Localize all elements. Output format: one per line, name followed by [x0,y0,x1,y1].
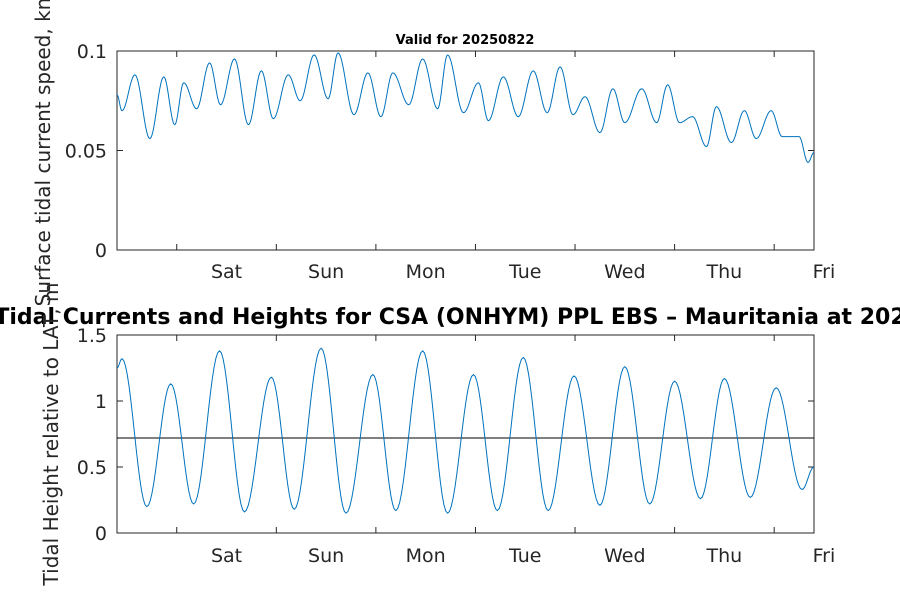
height-y-tick-label: 1 [95,391,107,413]
height-y-tick-label: 0.5 [77,457,107,479]
main-title: Tidal Currents and Heights for CSA (ONHY… [0,305,900,330]
height-x-tick-label: Wed [604,545,645,567]
speed-y-tick-label: 0.1 [77,41,107,63]
speed-x-tick-label: Fri [813,261,836,283]
height-x-tick-label: Sat [211,545,242,567]
height-x-tick-label: Fri [813,545,836,567]
speed-chart-title: Valid for 20250822 [396,33,535,48]
speed-y-axis: 0 0.05 0.1 [65,41,814,262]
height-x-axis: Sat Sun Mon Tue Wed Thu Fri [176,335,836,567]
height-series-line [116,347,815,514]
speed-x-tick-label: Mon [406,261,446,283]
speed-chart: Valid for 20250822 Sat Sun Mon Tue Wed Thu Fri… [65,33,836,283]
speed-x-tick-label: Thu [706,261,743,283]
height-chart: Sat Sun Mon Tue Wed Thu Fri 0 0.5 1 1.5 Tidal Cur… [0,305,900,567]
speed-x-tick-label: Wed [604,261,645,283]
speed-x-tick-label: Sat [211,261,242,283]
height-plot-area [116,334,815,534]
height-x-tick-label: Tue [508,545,541,567]
height-x-tick-label: Mon [406,545,446,567]
speed-y-axis-title: Surface tidal current speed, kn [31,0,55,306]
height-x-tick-label: Thu [706,545,743,567]
speed-y-tick-label: 0.05 [65,141,107,163]
height-x-tick-label: Sun [308,545,344,567]
speed-x-tick-label: Sun [308,261,344,283]
height-y-tick-label: 0 [95,523,107,545]
speed-y-tick-label: 0 [95,240,107,262]
height-y-axis: 0 0.5 1 1.5 [77,325,814,545]
height-y-axis-title: Tidal Height relative to LAT, m [39,283,63,587]
speed-plot-area [116,50,815,251]
speed-series-line [116,52,815,163]
speed-x-axis: Sat Sun Mon Tue Wed Thu Fri [176,51,836,283]
height-y-tick-label: 1.5 [77,325,107,347]
speed-x-tick-label: Tue [508,261,541,283]
